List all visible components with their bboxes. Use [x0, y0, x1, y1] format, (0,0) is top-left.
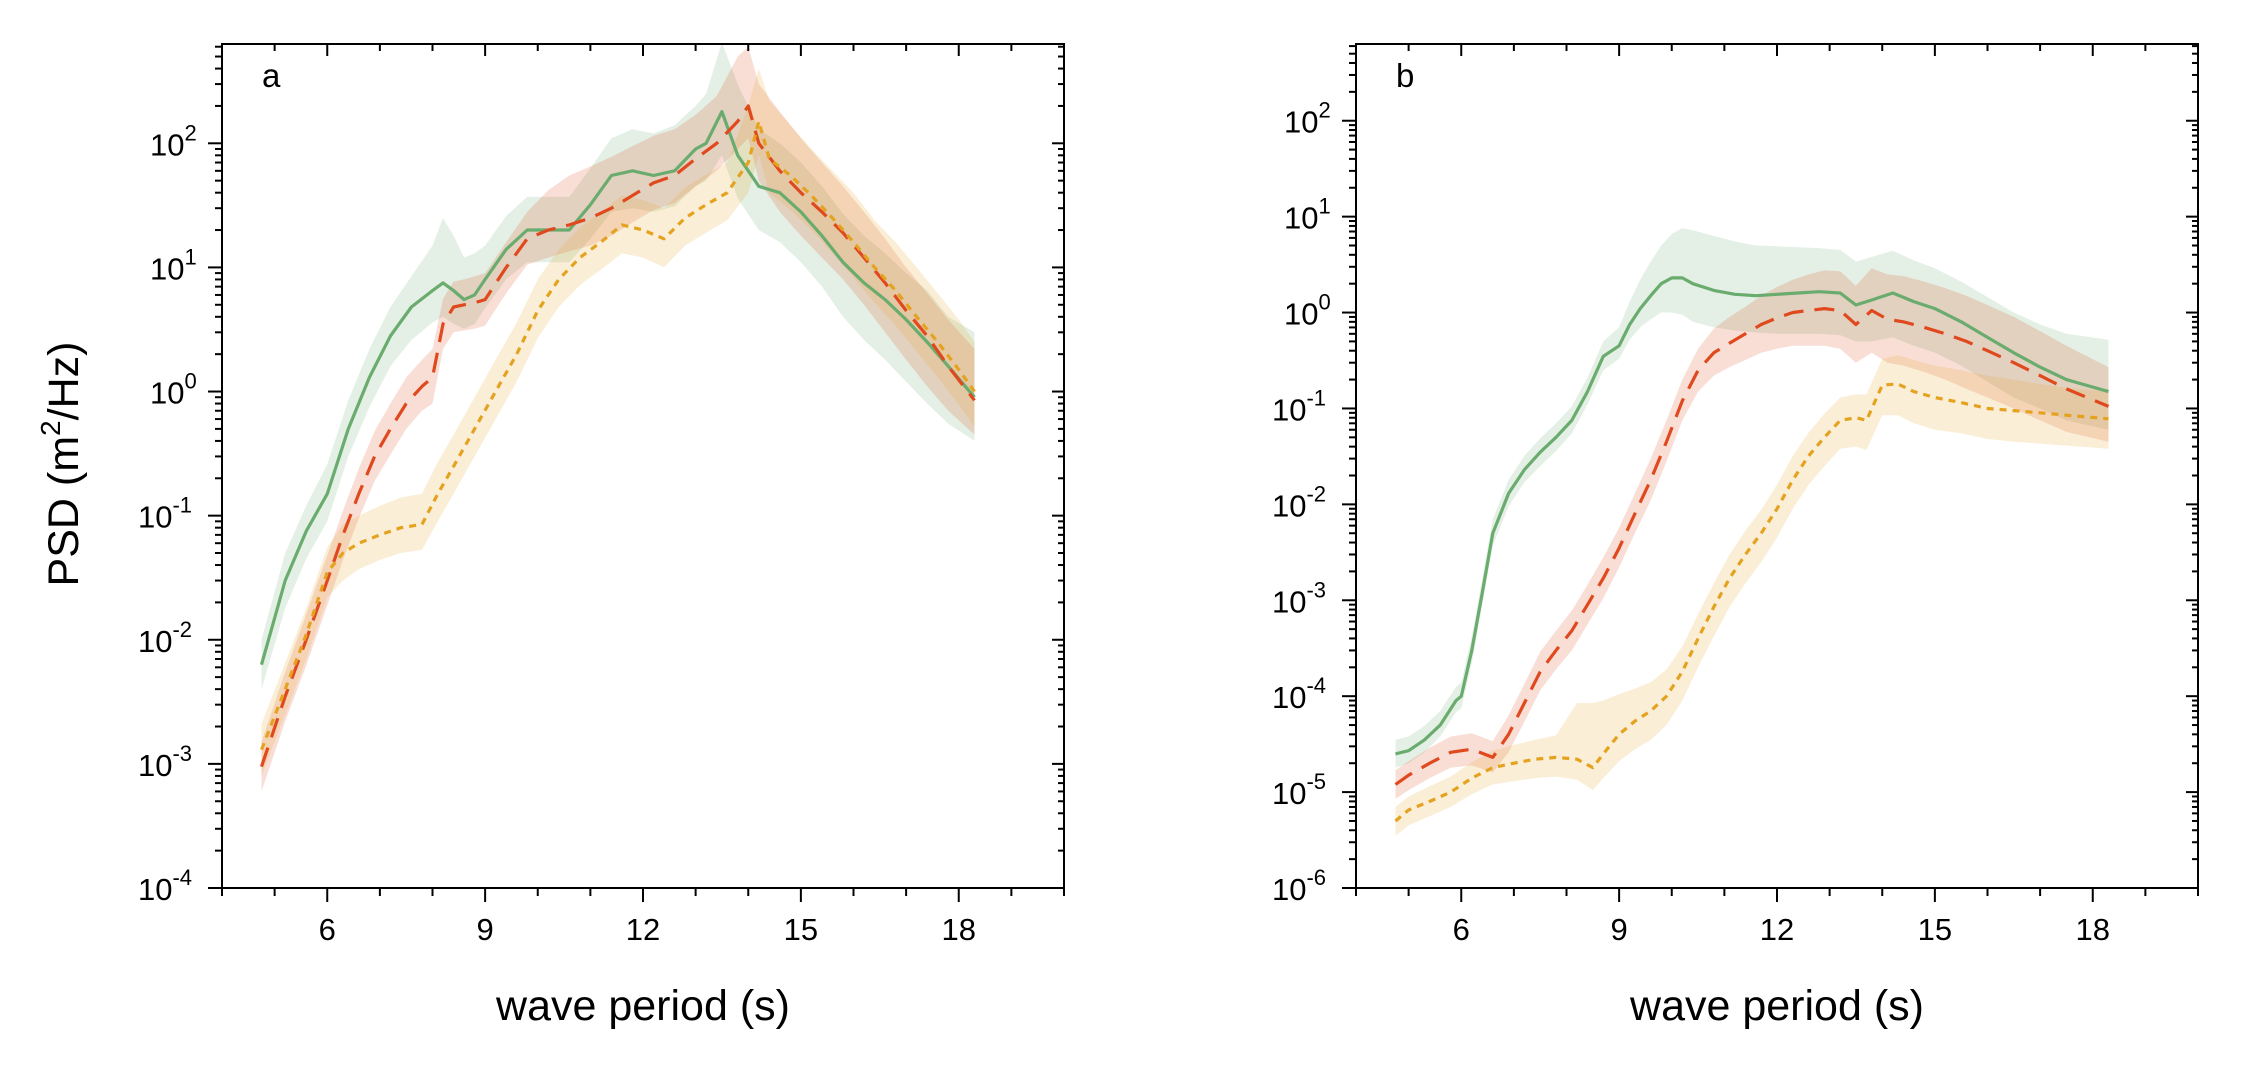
y-tick-exponent: -5: [1306, 769, 1326, 794]
y-tick-label: 102: [1284, 98, 1331, 140]
x-tick-label: 15: [784, 912, 818, 947]
y-tick-exponent: 2: [184, 120, 196, 145]
y-tick-label: 10-2: [138, 617, 192, 659]
x-axis-title: wave period (s): [1629, 982, 1924, 1030]
band-green: [261, 42, 975, 690]
y-tick-label: 100: [1284, 290, 1331, 332]
y-tick-label: 102: [150, 120, 197, 162]
panel-b: 6 9 12 15 1810-610-510-410-310-210-110010110…: [1272, 43, 2199, 1030]
x-tick-label: 6: [319, 912, 336, 947]
y-tick-exponent: -1: [1306, 385, 1326, 410]
y-tick-label: 10-2: [1272, 481, 1326, 523]
y-tick-label: 10-3: [138, 741, 192, 783]
y-tick-exponent: -3: [172, 741, 192, 766]
y-tick-label: 100: [150, 369, 197, 411]
y-tick-label: 10-3: [1272, 577, 1326, 619]
y-axis-title-superscript: 2: [35, 420, 66, 436]
series-line-red: [1394, 307, 2110, 786]
series-line-red: [259, 104, 976, 768]
x-tick-label: 18: [942, 912, 976, 947]
x-tick-label: 9: [477, 912, 494, 947]
y-tick-exponent: -2: [1306, 481, 1326, 506]
y-tick-label: 10-5: [1272, 769, 1326, 811]
y-tick-exponent: -1: [172, 493, 192, 518]
y-tick-exponent: 0: [184, 369, 196, 394]
series-line-orange: [260, 119, 976, 751]
x-tick-label: 6: [1453, 912, 1470, 947]
band-red: [261, 46, 975, 792]
y-tick-label: 10-1: [138, 493, 192, 535]
y-tick-exponent: -2: [172, 617, 192, 642]
band-orange: [261, 68, 975, 776]
series-line-green: [259, 109, 976, 666]
x-axis-title: wave period (s): [495, 982, 790, 1030]
band-red: [1395, 268, 2109, 799]
band-orange: [1395, 355, 2109, 836]
x-tick-label: 15: [1918, 912, 1952, 947]
y-tick-label: 101: [1284, 194, 1331, 236]
x-tick-label: 9: [1611, 912, 1628, 947]
y-tick-exponent: -3: [1306, 577, 1326, 602]
y-tick-label: 10-4: [138, 865, 192, 907]
x-tick-label: 18: [2076, 912, 2110, 947]
y-tick-label: 10-4: [1272, 673, 1326, 715]
y-tick-exponent: -4: [172, 865, 192, 890]
y-tick-label: 10-1: [1272, 385, 1326, 427]
y-tick-exponent: -6: [1306, 865, 1326, 890]
y-axis-title: PSD (m2/Hz): [35, 342, 88, 587]
y-axis-title-units: /Hz): [40, 342, 88, 421]
series-line-green: [1395, 276, 2109, 756]
y-tick-label: 101: [150, 244, 197, 286]
y-tick-exponent: -4: [1306, 673, 1326, 698]
y-tick-label: 10-6: [1272, 865, 1326, 907]
y-tick-exponent: 2: [1318, 98, 1330, 123]
y-tick-exponent: 1: [1318, 194, 1330, 219]
panel-label: a: [262, 57, 281, 94]
y-tick-exponent: 0: [1318, 290, 1330, 315]
series-line-orange: [1394, 382, 2109, 823]
x-tick-label: 12: [1760, 912, 1794, 947]
y-tick-exponent: 1: [184, 244, 196, 269]
panel-label: b: [1396, 57, 1414, 94]
x-tick-label: 12: [626, 912, 660, 947]
